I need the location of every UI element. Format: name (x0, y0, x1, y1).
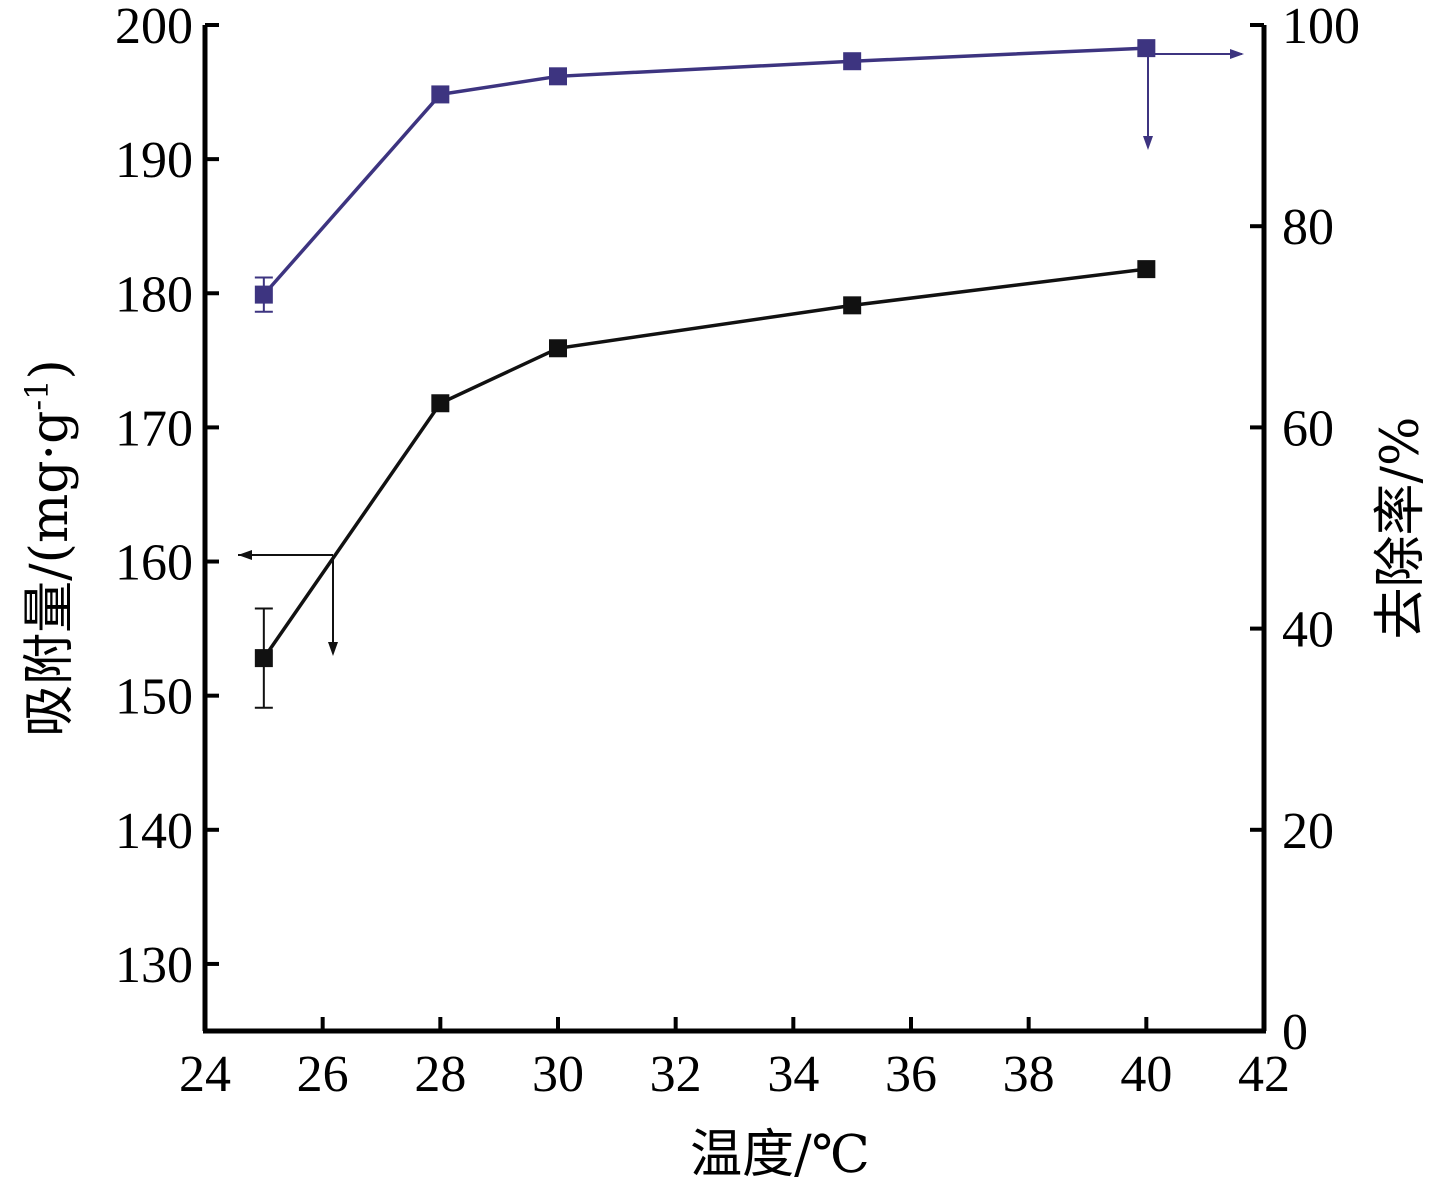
x-tick-label: 32 (650, 1046, 702, 1103)
left-y-tick-label: 170 (115, 400, 193, 457)
x-tick-label: 36 (885, 1046, 937, 1103)
right-y-axis-title: 去除率/% (1371, 417, 1431, 640)
left-y-tick-label: 200 (115, 0, 193, 55)
left-axis-indicator-tail-arrowhead (328, 642, 338, 656)
series-1-point (843, 296, 862, 315)
series-2-point (254, 285, 273, 304)
right-y-tick-label: 80 (1282, 199, 1334, 256)
x-tick-label: 28 (414, 1046, 466, 1103)
x-tick-label: 26 (297, 1046, 349, 1103)
left-y-axis-title-end: ) (20, 359, 80, 379)
x-axis-ticks: 24 26 28 30 32 34 36 38 40 42 (179, 1017, 1290, 1103)
left-y-tick-label: 150 (115, 669, 193, 726)
x-axis-title: 温度/℃ (690, 1125, 870, 1181)
x-tick-label: 24 (179, 1046, 231, 1103)
axis-indicator-arrows (238, 49, 1244, 656)
series-1-point (431, 394, 450, 413)
series-1-point (549, 339, 567, 358)
series-2-point (431, 85, 450, 104)
series-layer (254, 39, 1156, 709)
series-2-point (549, 67, 567, 86)
left-y-tick-label: 180 (115, 266, 193, 323)
right-y-tick-label: 40 (1282, 602, 1334, 659)
x-tick-label: 38 (1003, 1046, 1055, 1103)
series-2-point (843, 52, 862, 71)
right-y-tick-label: 0 (1282, 1004, 1308, 1061)
right-y-axis-ticks: 0 20 40 60 80 100 (1250, 0, 1360, 1061)
left-y-tick-label: 160 (115, 535, 193, 592)
x-tick-label: 42 (1238, 1046, 1290, 1103)
left-axis-indicator-arrowhead (238, 550, 252, 560)
series-2-point (1137, 39, 1156, 58)
series-1-point (254, 649, 273, 668)
right-axis-indicator-arrowhead (1230, 49, 1244, 59)
right-y-tick-label: 60 (1282, 400, 1334, 457)
left-y-axis-title-main: 吸附量/(mg·g (20, 411, 80, 737)
right-y-tick-label: 100 (1282, 0, 1360, 55)
series-line-1 (262, 267, 1147, 660)
series-1-point (1137, 260, 1156, 279)
right-y-tick-label: 20 (1282, 803, 1334, 860)
x-tick-label: 34 (767, 1046, 819, 1103)
x-tick-label: 30 (532, 1046, 584, 1103)
left-y-tick-label: 140 (115, 803, 193, 860)
left-y-axis-ticks: 130 140 150 160 170 180 190 200 (115, 0, 219, 994)
left-y-axis-title: 吸附量/(mg·g-1) (18, 359, 80, 737)
left-y-tick-label: 130 (115, 937, 193, 994)
left-y-tick-label: 190 (115, 132, 193, 189)
left-y-axis-title-superscript: -1 (18, 379, 56, 410)
x-tick-label: 40 (1120, 1046, 1172, 1103)
series-line-2 (262, 46, 1147, 296)
right-axis-indicator-tail-arrowhead (1143, 136, 1153, 150)
axes-frame (202, 25, 1267, 1034)
